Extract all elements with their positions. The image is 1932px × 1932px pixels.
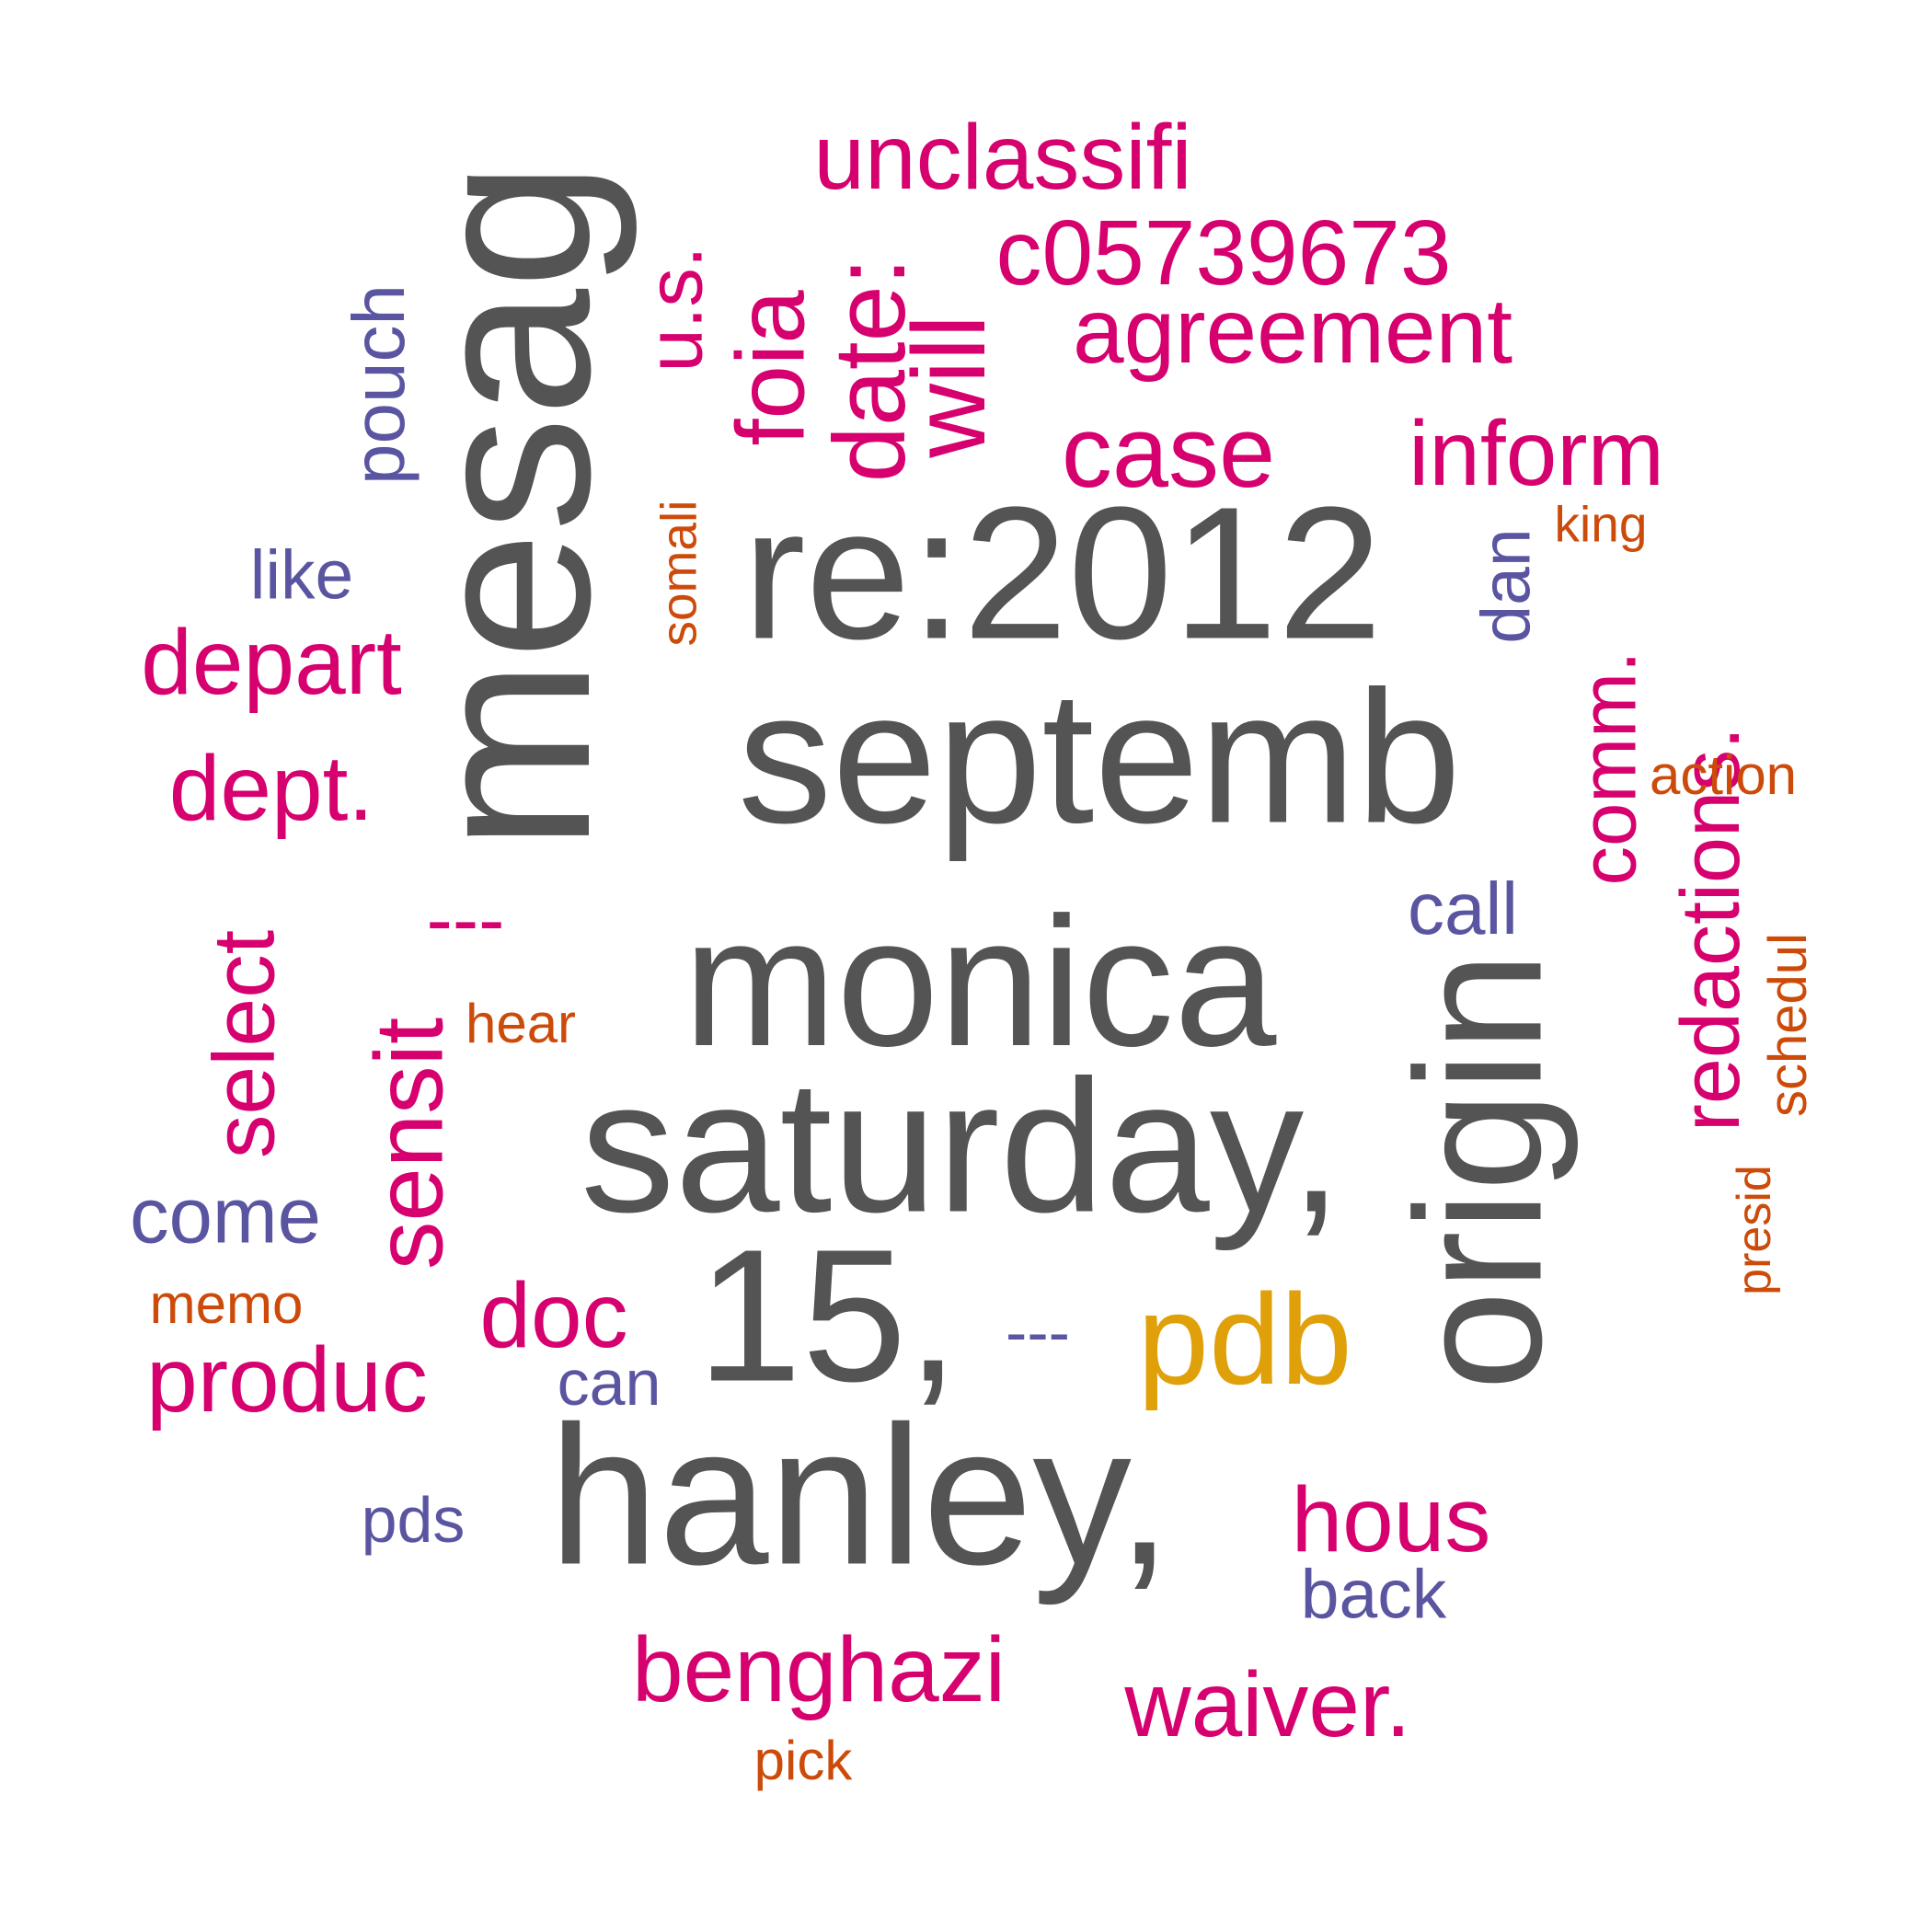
word-origin-5: origin (1378, 951, 1580, 1391)
word-produc-26: produc (146, 1328, 428, 1432)
word-saturday-4: saturday, (580, 1041, 1343, 1252)
word-case-12: case (1061, 396, 1276, 509)
word-re-2012-1: re:2012 (742, 467, 1383, 679)
word-pick-46: pick (753, 1730, 853, 1791)
word-king-40: king (1554, 495, 1648, 553)
word-septemb-2: septemb (737, 651, 1462, 863)
word-like-31: like (249, 535, 354, 614)
word-pds-37: pds (361, 1484, 466, 1556)
word-hous-27: hous (1291, 1468, 1491, 1571)
word-hear-44: hear (465, 993, 577, 1054)
word-date-15: date: (813, 257, 926, 483)
word-back-38: back (1300, 1555, 1447, 1633)
word-call-33: call (1407, 868, 1519, 949)
word-comm-18: comm. (1565, 650, 1653, 886)
word-unclassifi-9: unclassifi (813, 106, 1192, 209)
word-agreement-11: agreement (1072, 280, 1513, 383)
word-dan-32: dan (1466, 528, 1545, 644)
word-pdb-8: pdb (1137, 1267, 1352, 1411)
word-can-36: can (557, 1347, 661, 1419)
word-dept-21: dept. (168, 737, 374, 840)
word-select-24: select (195, 929, 293, 1159)
word-action-41: action (1649, 744, 1798, 806)
word-mesag-0: mesag (381, 160, 638, 852)
word-inform-13: inform (1409, 402, 1664, 505)
word-dashes-22: --- (426, 876, 505, 964)
word-schedul-42: schedul (1758, 933, 1818, 1117)
word-presid-43: presid (1728, 1165, 1781, 1295)
word-doc-25: doc (479, 1264, 628, 1367)
word-sensit-23: sensit (355, 1017, 464, 1271)
word-come-34: come (130, 1172, 321, 1260)
word-benghazi-28: benghazi (632, 1618, 1006, 1721)
word-somali-39: somali (650, 500, 707, 647)
word-depart-20: depart (141, 611, 402, 714)
word-15-6: 15, (696, 1210, 960, 1421)
word-u-s-17: u.s. (631, 246, 719, 373)
word-c05739673-10: c05739673 (995, 201, 1452, 305)
word-waiver-29: waiver. (1124, 1653, 1411, 1756)
word-dashes-35: --- (1006, 1296, 1070, 1368)
word-foia-16: foia (717, 290, 825, 446)
word-hanley-7: hanley, (548, 1384, 1172, 1606)
word-memo-45: memo (149, 1273, 304, 1335)
word-monica-3: monica (683, 880, 1277, 1085)
word-pouch-30: pouch (338, 284, 420, 485)
